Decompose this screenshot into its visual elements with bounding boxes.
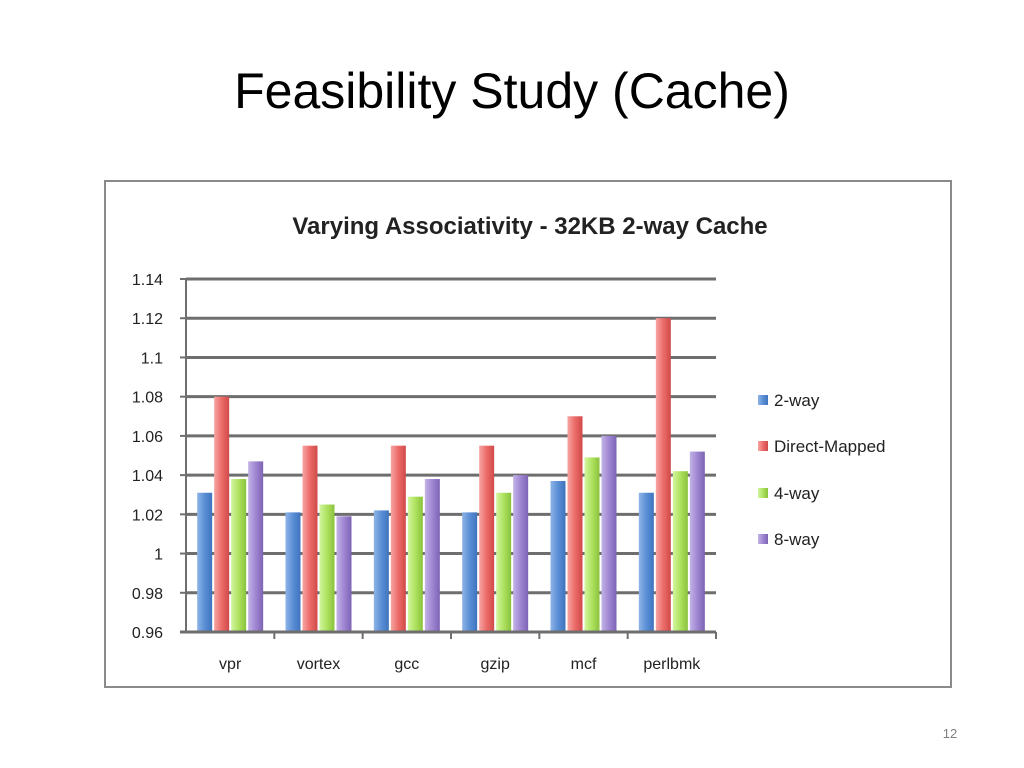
- legend-label: Direct-Mapped: [774, 437, 886, 456]
- bar-chart: Varying Associativity - 32KB 2-way Cache…: [132, 213, 886, 673]
- legend-swatch: [758, 534, 768, 544]
- legend-label: 8-way: [774, 530, 820, 549]
- bar-8-way-vortex: [336, 516, 352, 632]
- x-tick-label: vpr: [219, 656, 242, 673]
- bar-2-way-gzip: [462, 512, 478, 632]
- bar-direct-mapped-mcf: [567, 416, 583, 632]
- y-tick-label: 1.1: [141, 350, 163, 367]
- legend-swatch: [758, 441, 768, 451]
- y-tick-label: 0.98: [132, 586, 163, 603]
- bar-direct-mapped-perlbmk: [655, 318, 671, 632]
- bar-2-way-gcc: [373, 510, 389, 632]
- bar-direct-mapped-gcc: [390, 445, 406, 632]
- y-tick-label: 1.12: [132, 311, 163, 328]
- chart-title: Varying Associativity - 32KB 2-way Cache: [292, 213, 767, 240]
- bar-8-way-gzip: [513, 475, 529, 632]
- y-tick-label: 1.04: [132, 468, 163, 485]
- y-tick-label: 0.96: [132, 625, 163, 642]
- bar-8-way-perlbmk: [689, 451, 705, 632]
- bar-4-way-vpr: [231, 479, 247, 632]
- bar-8-way-gcc: [424, 479, 440, 632]
- legend-label: 2-way: [774, 391, 820, 410]
- chart-frame: Varying Associativity - 32KB 2-way Cache…: [104, 180, 952, 688]
- bar-direct-mapped-vortex: [302, 445, 318, 632]
- bar-direct-mapped-vpr: [214, 396, 230, 632]
- bar-2-way-mcf: [550, 480, 566, 632]
- x-tick-label: vortex: [297, 656, 341, 673]
- bar-2-way-vortex: [285, 512, 301, 632]
- x-tick-label: gcc: [394, 656, 419, 673]
- bar-4-way-perlbmk: [672, 471, 688, 632]
- bar-4-way-gcc: [407, 496, 423, 632]
- bar-4-way-mcf: [584, 457, 600, 632]
- bar-direct-mapped-gzip: [479, 445, 495, 632]
- slide-title: Feasibility Study (Cache): [234, 63, 790, 119]
- y-tick-label: 1.08: [132, 390, 163, 407]
- bar-8-way-vpr: [248, 461, 264, 632]
- page-number: 12: [942, 726, 958, 741]
- legend-swatch: [758, 488, 768, 498]
- bar-2-way-perlbmk: [638, 492, 654, 632]
- bar-8-way-mcf: [601, 435, 617, 632]
- legend-swatch: [758, 395, 768, 405]
- y-tick-label: 1.14: [132, 272, 163, 289]
- y-tick-label: 1.02: [132, 507, 163, 524]
- x-tick-label: mcf: [571, 656, 597, 673]
- legend-label: 4-way: [774, 484, 820, 503]
- x-tick-label: gzip: [480, 656, 509, 673]
- y-tick-label: 1.06: [132, 429, 163, 446]
- x-tick-label: perlbmk: [643, 656, 701, 673]
- bar-4-way-vortex: [319, 504, 335, 632]
- bar-2-way-vpr: [197, 492, 213, 632]
- y-tick-label: 1: [154, 547, 163, 564]
- bar-4-way-gzip: [496, 492, 512, 632]
